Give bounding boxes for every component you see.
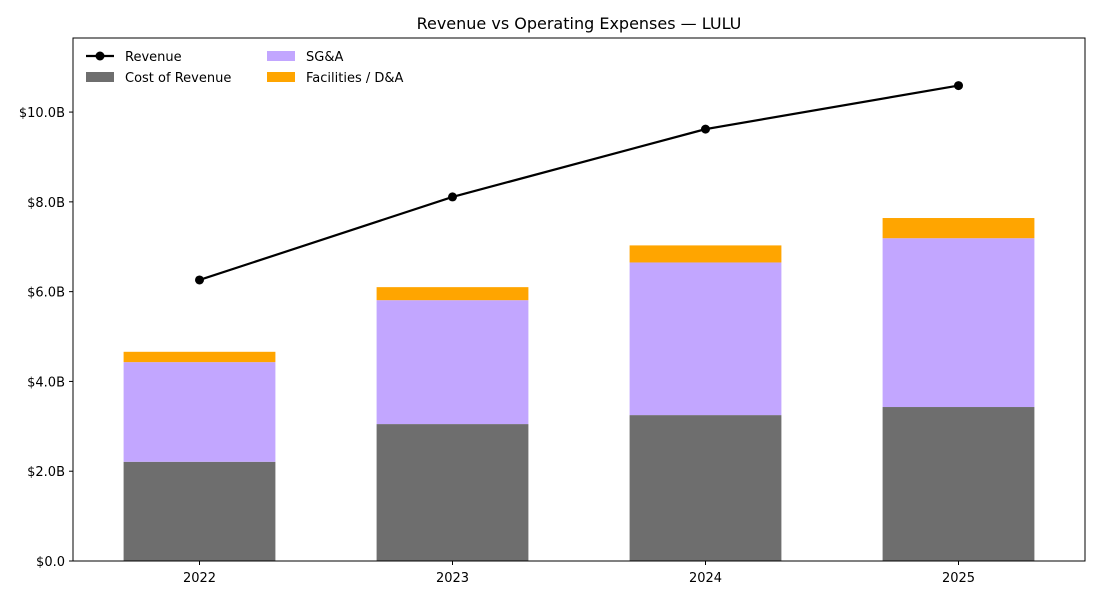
plot-area: $0.0 $2.0B $4.0B $6.0B $8.0B $10.0B 2022 2023 20… bbox=[19, 37, 1086, 586]
y-tick-label: $4.0B bbox=[27, 375, 65, 390]
bar-sg-a-2024 bbox=[629, 262, 782, 416]
axes-frame bbox=[72, 37, 1086, 562]
legend-label-revenue: Revenue bbox=[125, 50, 182, 65]
bar-facilities-d-a-2023 bbox=[376, 287, 529, 301]
bar-facilities-d-a-2022 bbox=[123, 351, 276, 363]
legend-label-cost-of-revenue: Cost of Revenue bbox=[125, 71, 231, 86]
y-tick-label: $0.0 bbox=[36, 555, 65, 570]
bar-sg-a-2023 bbox=[376, 300, 529, 425]
y-tick-label: $8.0B bbox=[27, 196, 65, 211]
legend-swatch-sg-a bbox=[267, 51, 295, 61]
y-tick-label: $10.0B bbox=[19, 106, 65, 121]
legend-swatch-cost-of-revenue bbox=[86, 72, 114, 82]
line-revenue bbox=[199, 84, 959, 282]
bar-sg-a-2022 bbox=[123, 362, 276, 462]
legend-marker-revenue bbox=[95, 51, 105, 61]
bar-cost-of-revenue-2022 bbox=[123, 461, 276, 561]
legend-label-sg-a: SG&A bbox=[306, 50, 343, 65]
bar-facilities-d-a-2025 bbox=[882, 218, 1035, 239]
chart-title: Revenue vs Operating Expenses — LULU bbox=[417, 14, 742, 33]
point-revenue-2022 bbox=[195, 275, 204, 285]
x-tick-label: 2023 bbox=[436, 571, 469, 586]
legend-swatch-facilities-d-a bbox=[267, 72, 295, 82]
x-tick-label: 2024 bbox=[689, 571, 722, 586]
bar-cost-of-revenue-2023 bbox=[376, 424, 529, 561]
legend: Revenue Cost of Revenue SG&A Facilities / D… bbox=[86, 50, 404, 86]
point-revenue-2024 bbox=[701, 124, 710, 134]
bar-sg-a-2025 bbox=[882, 238, 1035, 408]
point-revenue-2025 bbox=[954, 81, 963, 91]
bar-cost-of-revenue-2024 bbox=[629, 415, 782, 561]
y-tick-label: $6.0B bbox=[27, 286, 65, 301]
bar-facilities-d-a-2024 bbox=[629, 245, 782, 263]
y-tick-label: $2.0B bbox=[27, 465, 65, 480]
point-revenue-2023 bbox=[448, 192, 457, 202]
x-tick-label: 2025 bbox=[942, 571, 975, 586]
x-tick-label: 2022 bbox=[183, 571, 216, 586]
legend-label-facilities-d-a: Facilities / D&A bbox=[306, 71, 404, 86]
bar-cost-of-revenue-2025 bbox=[882, 407, 1035, 561]
